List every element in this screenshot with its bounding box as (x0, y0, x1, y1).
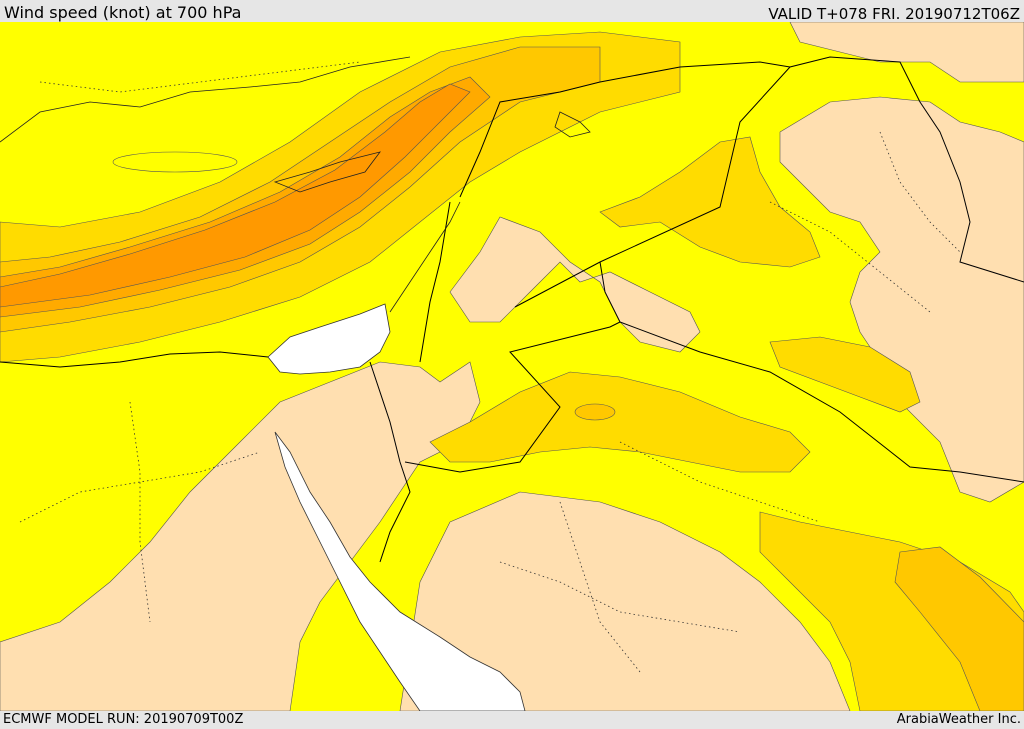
wind-band-patch-syria (599, 136, 821, 268)
map-title: Wind speed (knot) at 700 hPa (4, 3, 242, 22)
wind-band-patch-saudi (429, 371, 811, 473)
wind-band-spot-saudi (574, 403, 616, 421)
wind-band-patch-east (769, 336, 921, 413)
light-wind-region-jordan (449, 216, 701, 353)
no-data-area-mediterranean (267, 303, 391, 375)
country-borders (0, 56, 1024, 563)
jet-band-core (0, 83, 471, 308)
red-sea-no-data (274, 431, 526, 711)
light-wind-region-arabia (399, 491, 851, 711)
valid-time: VALID T+078 FRI. 20190712T06Z (768, 5, 1020, 23)
coastlines (0, 56, 591, 313)
light-wind-region-north (789, 22, 1024, 83)
model-run: ECMWF MODEL RUN: 20190709T00Z (3, 712, 244, 727)
province-borders (19, 61, 961, 673)
light-wind-spot-mediterranean (112, 151, 238, 173)
header-bar: Wind speed (knot) at 700 hPa VALID T+078… (0, 0, 1024, 23)
wind-band-core-gulf (894, 546, 1024, 711)
wind-speed-map (0, 22, 1024, 711)
credit-label: ArabiaWeather Inc. (896, 712, 1021, 727)
footer-bar: ECMWF MODEL RUN: 20190709T00Z ArabiaWeat… (0, 711, 1024, 729)
light-wind-region-iraq (779, 96, 1024, 503)
